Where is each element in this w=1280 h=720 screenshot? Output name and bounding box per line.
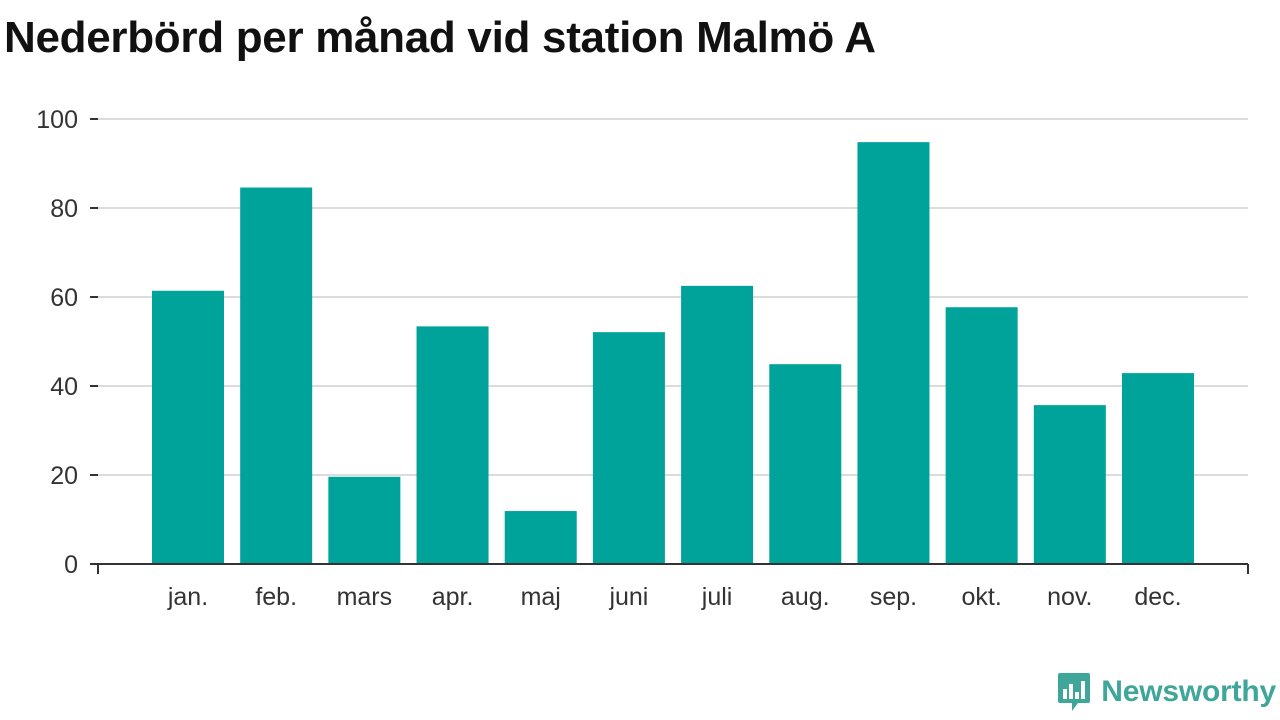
bar-1 <box>240 187 313 564</box>
bars <box>152 142 1194 564</box>
bar-8 <box>857 142 930 564</box>
x-tick-label: jan. <box>167 583 208 611</box>
x-tick-label: juli <box>701 583 733 611</box>
x-tick-label: aug. <box>781 583 830 611</box>
x-tick-label: juni <box>608 583 648 611</box>
x-tick-label: nov. <box>1047 583 1092 611</box>
y-tick-label: 40 <box>50 373 78 401</box>
bar-11 <box>1122 373 1194 564</box>
y-tick-label: 20 <box>50 462 78 490</box>
x-tick-label: feb. <box>255 583 297 611</box>
x-tick-label: okt. <box>961 583 1001 611</box>
y-tick-label: 80 <box>50 195 78 223</box>
bar-2 <box>328 476 401 564</box>
bar-6 <box>681 285 754 564</box>
x-tick-label: maj <box>521 583 561 611</box>
newsworthy-logo-icon <box>1058 673 1091 711</box>
tick-labels: 0 20 40 60 80 100 jan. feb. mars apr. maj juni juli a… <box>36 106 1181 611</box>
axes <box>90 118 1249 574</box>
x-tick-label: dec. <box>1134 583 1181 611</box>
brand-name: Newsworthy <box>1101 675 1276 708</box>
x-tick-label: sep. <box>870 583 917 611</box>
bar-7 <box>769 364 842 564</box>
chart-title: Nederbörd per månad vid station Malmö A <box>4 13 876 62</box>
y-tick-label: 100 <box>36 106 78 134</box>
y-tick-label: 0 <box>64 551 78 579</box>
x-tick-label: mars <box>337 583 393 611</box>
bar-9 <box>945 307 1018 564</box>
x-tick-label: apr. <box>432 583 474 611</box>
y-tick-label: 60 <box>50 284 78 312</box>
brand: Newsworthy <box>1057 670 1276 714</box>
bar-10 <box>1033 405 1106 564</box>
bar-3 <box>416 326 489 564</box>
bar-5 <box>592 332 665 564</box>
bar-4 <box>504 511 577 564</box>
bar-0 <box>152 290 224 564</box>
